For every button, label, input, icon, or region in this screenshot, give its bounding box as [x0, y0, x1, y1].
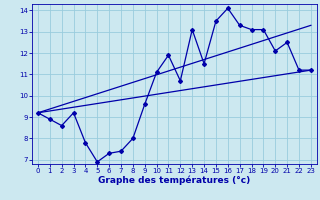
X-axis label: Graphe des températures (°c): Graphe des températures (°c) — [98, 176, 251, 185]
